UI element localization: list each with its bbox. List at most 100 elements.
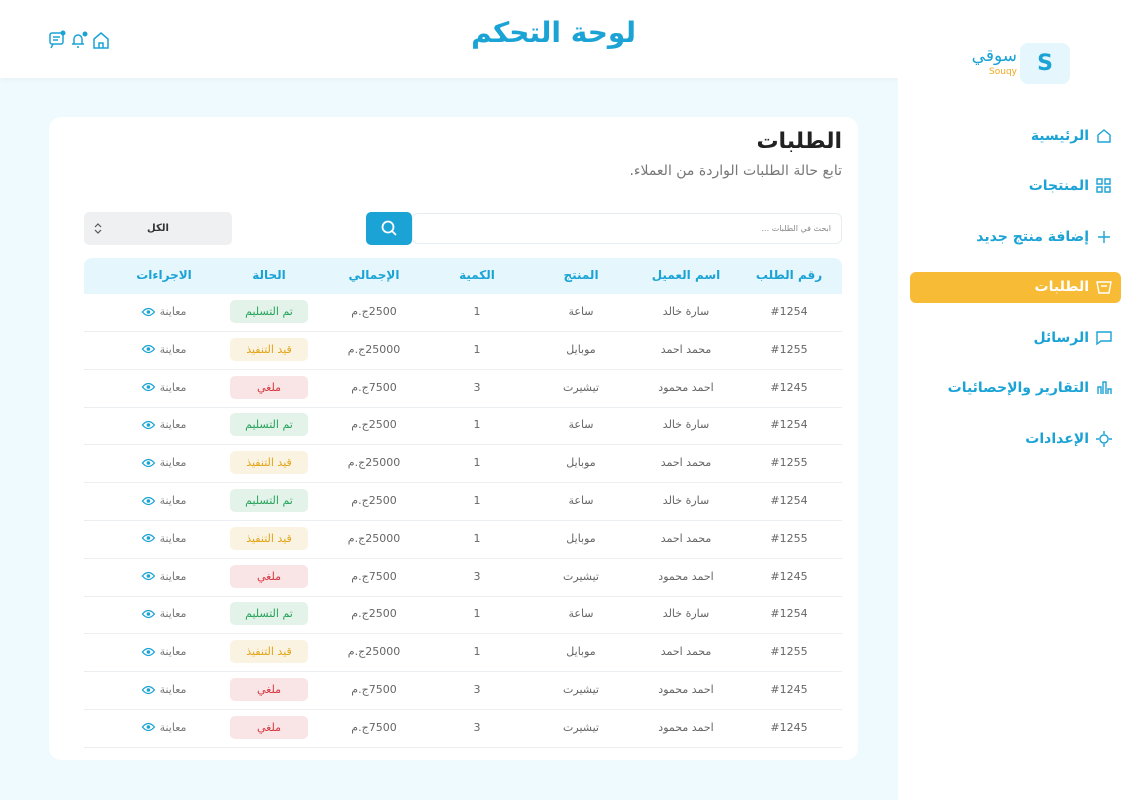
view-action[interactable]: معاينة: [141, 569, 187, 583]
table-row: #1255 محمد احمد موبايل 1 25000ج.م قيد التنفيذ…: [84, 332, 842, 370]
table-cell: #1255: [770, 456, 808, 470]
table-cell: 1: [473, 418, 481, 432]
view-action[interactable]: معاينة: [141, 607, 187, 621]
table-cell: احمد محمود: [658, 569, 714, 583]
column-header: المنتج: [563, 268, 599, 282]
logo-latin: Souqy: [989, 67, 1017, 77]
table-cell: #1254: [770, 494, 808, 507]
table-cell: محمد احمد: [660, 531, 712, 545]
action-label: معاينة: [159, 531, 187, 545]
view-action[interactable]: معاينة: [141, 683, 186, 696]
status-badge: تم التسليم: [230, 489, 308, 512]
table-cell: #1255: [770, 531, 808, 545]
table-row: #1255 محمد احمد موبايل 1 25000ج.م قيد التنفيذ…: [84, 445, 842, 484]
table-cell: 2500ج.م: [351, 607, 397, 621]
nav-icon: [1098, 230, 1110, 243]
column-header: الحالة: [252, 268, 286, 282]
column-header: الكمية: [459, 268, 495, 282]
eye-icon: [141, 534, 156, 543]
table-cell: سارة خالد: [662, 305, 710, 318]
nav-label: الرسائل: [1033, 329, 1089, 346]
table-cell: #1254: [770, 418, 808, 432]
action-label: معاينة: [159, 456, 187, 470]
table-cell: موبايل: [566, 342, 596, 356]
status-badge: قيد التنفيذ: [230, 640, 308, 664]
search-icon: [381, 220, 397, 236]
table-row: #1255 محمد احمد موبايل 1 25000ج.م قيد التنفيذ…: [84, 521, 842, 559]
nav-item[interactable]: الرسائل: [910, 322, 1121, 353]
view-action[interactable]: معاينة: [141, 645, 187, 659]
view-action[interactable]: معاينة: [141, 418, 186, 431]
column-header: رقم الطلب: [755, 268, 823, 282]
table-cell: #1245: [770, 720, 808, 734]
status-badge: قيد التنفيذ: [230, 526, 308, 550]
table-cell: 25000ج.م: [347, 531, 401, 545]
nav-label: إضافة منتج جديد: [976, 228, 1089, 245]
status-filter[interactable]: الكل: [84, 212, 232, 245]
table-cell: ساعة: [568, 418, 594, 432]
header-icons: [49, 30, 109, 49]
view-action[interactable]: معاينة: [141, 456, 187, 470]
view-action[interactable]: معاينة: [141, 494, 186, 507]
card-subtitle: تابع حالة الطلبات الواردة من العملاء.: [629, 163, 842, 179]
orders-card: الطلبات تابع حالة الطلبات الواردة من الع…: [49, 117, 858, 760]
nav-item[interactable]: التقارير والإحصائيات: [910, 373, 1121, 404]
table-cell: موبايل: [566, 645, 596, 659]
search-button[interactable]: [366, 212, 412, 245]
nav-icon: [1096, 330, 1112, 345]
table-cell: 2500ج.م: [351, 418, 397, 432]
action-label: معاينة: [159, 305, 187, 318]
table-cell: 1: [473, 456, 481, 470]
table-cell: 25000ج.م: [347, 645, 401, 659]
top-bar: لوحة التحكم: [0, 0, 898, 78]
table-cell: #1255: [770, 342, 808, 356]
eye-icon: [141, 685, 156, 694]
table-cell: سارة خالد: [662, 494, 710, 507]
table-cell: ساعة: [568, 607, 594, 621]
table-cell: ساعة: [568, 305, 594, 318]
table-header: رقم الطلب اسم العميل المنتج الكمية الإجمالي ا…: [84, 258, 842, 294]
page-title: لوحة التحكم: [471, 16, 636, 49]
table-row: #1254 سارة خالد ساعة 1 2500ج.م تم التسليم معاي…: [84, 483, 842, 521]
table-cell: تيشيرت: [563, 683, 599, 696]
table-cell: محمد احمد: [660, 456, 712, 470]
table-cell: 25000ج.م: [347, 456, 401, 470]
table-cell: محمد احمد: [660, 342, 712, 356]
eye-icon: [141, 345, 156, 354]
eye-icon: [141, 307, 156, 316]
nav-item[interactable]: المنتجات: [910, 171, 1121, 202]
action-label: معاينة: [159, 607, 187, 621]
table-cell: 3: [473, 720, 481, 734]
table-cell: محمد احمد: [660, 645, 712, 659]
search-input[interactable]: ابحث في الطلبات ...: [412, 213, 842, 244]
table-cell: 1: [473, 342, 481, 356]
action-label: معاينة: [159, 645, 187, 659]
status-badge: ملغي: [230, 564, 308, 588]
view-action[interactable]: معاينة: [141, 381, 186, 394]
table-row: #1255 محمد احمد موبايل 1 25000ج.م قيد التنفيذ…: [84, 634, 842, 673]
nav-item[interactable]: الرئيسية: [910, 120, 1121, 151]
column-header: اسم العميل: [651, 268, 721, 282]
nav-item[interactable]: الطلبات: [910, 271, 1121, 303]
action-label: معاينة: [159, 569, 187, 583]
table-cell: 25000ج.م: [347, 342, 401, 356]
table-cell: 2500ج.م: [351, 494, 397, 507]
nav-item[interactable]: الإعدادات: [910, 423, 1121, 454]
view-action[interactable]: معاينة: [141, 343, 186, 356]
table-cell: 7500ج.م: [351, 569, 397, 583]
status-badge: قيد التنفيذ: [230, 451, 308, 475]
table-cell: موبايل: [566, 531, 596, 545]
view-action[interactable]: معاينة: [141, 305, 187, 318]
view-action[interactable]: معاينة: [141, 721, 186, 734]
table-row: #1245 احمد محمود تيشيرت 3 7500ج.م ملغي معاينة: [84, 559, 842, 597]
nav-item[interactable]: إضافة منتج جديد: [910, 221, 1121, 252]
table-cell: 2500ج.م: [351, 305, 397, 318]
table-cell: 3: [473, 683, 481, 696]
view-action[interactable]: معاينة: [141, 531, 187, 545]
eye-icon: [141, 420, 156, 430]
nav-icon: [1096, 281, 1112, 294]
table-row: #1245 احمد محمود تيشيرت 3 7500ج.م ملغي معاينة: [84, 672, 842, 710]
table-cell: #1255: [770, 645, 808, 659]
table-cell: تيشيرت: [563, 569, 599, 583]
